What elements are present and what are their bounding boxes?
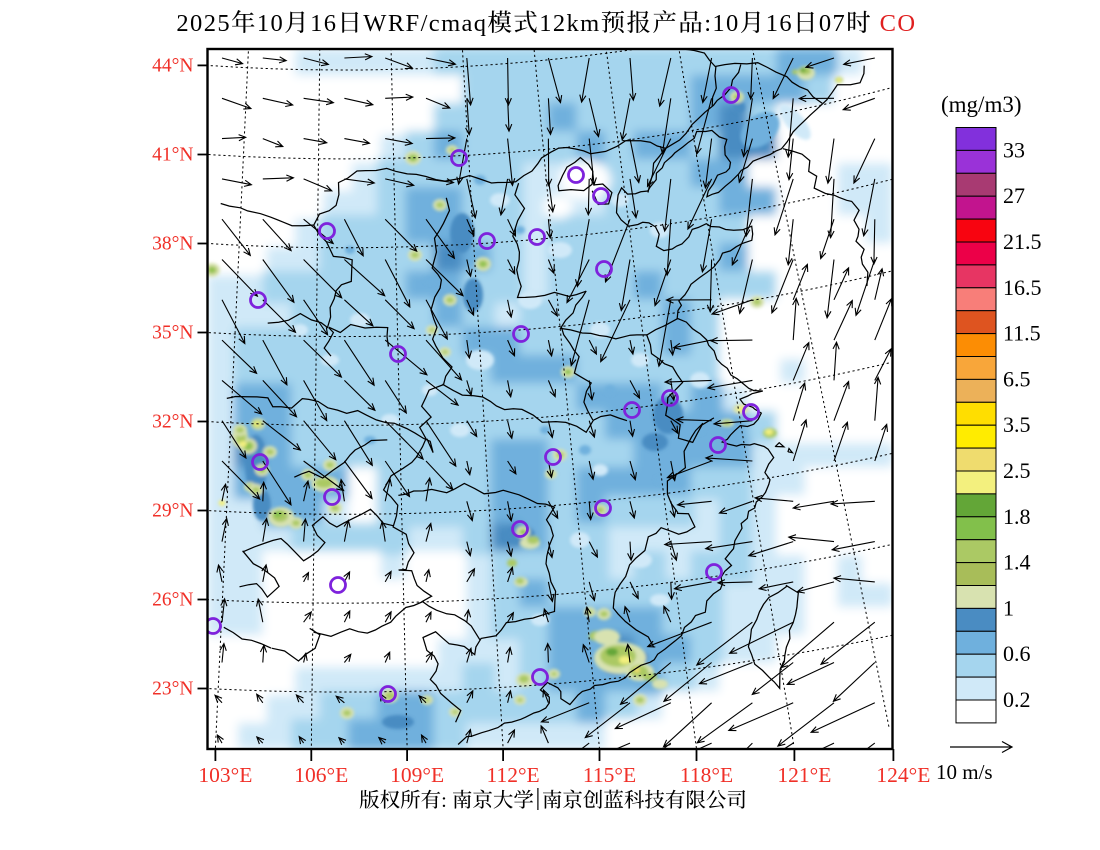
svg-text:21.5: 21.5 [1003,229,1042,254]
svg-text:29°N: 29°N [152,501,193,522]
svg-text:1.8: 1.8 [1003,504,1031,529]
svg-text:0.2: 0.2 [1003,687,1031,712]
svg-text:12km: 12km [539,10,600,37]
svg-text:35°N: 35°N [152,323,193,344]
svg-text:2.5: 2.5 [1003,458,1031,483]
svg-text:121°E: 121°E [777,763,831,787]
svg-text:16: 16 [766,10,793,37]
svg-text:115°E: 115°E [583,763,636,787]
svg-text:(mg/m3): (mg/m3) [941,92,1022,117]
svg-text:16.5: 16.5 [1003,275,1042,300]
svg-text:CO: CO [880,10,917,37]
svg-text:109°E: 109°E [390,763,444,787]
svg-text:1: 1 [1003,595,1014,620]
svg-text:6.5: 6.5 [1003,366,1031,391]
svg-text:2025: 2025 [176,10,231,37]
svg-text:07: 07 [819,10,846,37]
svg-text:10 m/s: 10 m/s [936,760,993,784]
svg-text:26°N: 26°N [152,590,193,611]
svg-text:WRF/cmaq: WRF/cmaq [363,10,487,37]
svg-text:3.5: 3.5 [1003,412,1031,437]
svg-text:112°E: 112°E [487,763,540,787]
svg-text::: : [441,790,447,812]
svg-text:33: 33 [1003,137,1025,162]
svg-text:44°N: 44°N [152,55,193,76]
svg-text:10: 10 [257,10,284,37]
svg-text:32°N: 32°N [152,412,193,433]
svg-text:38°N: 38°N [152,234,193,255]
svg-text:106°E: 106°E [294,763,348,787]
svg-text:1.4: 1.4 [1003,550,1031,575]
svg-text:23°N: 23°N [152,679,193,700]
svg-text:41°N: 41°N [152,145,193,166]
svg-text:124°E: 124°E [876,763,930,787]
svg-text:16: 16 [310,10,337,37]
svg-text:11.5: 11.5 [1003,321,1041,346]
svg-text::10: :10 [704,10,740,37]
svg-text:0.6: 0.6 [1003,641,1031,666]
svg-text:118°E: 118°E [680,763,733,787]
svg-text:103°E: 103°E [198,763,252,787]
svg-text:27: 27 [1003,183,1025,208]
